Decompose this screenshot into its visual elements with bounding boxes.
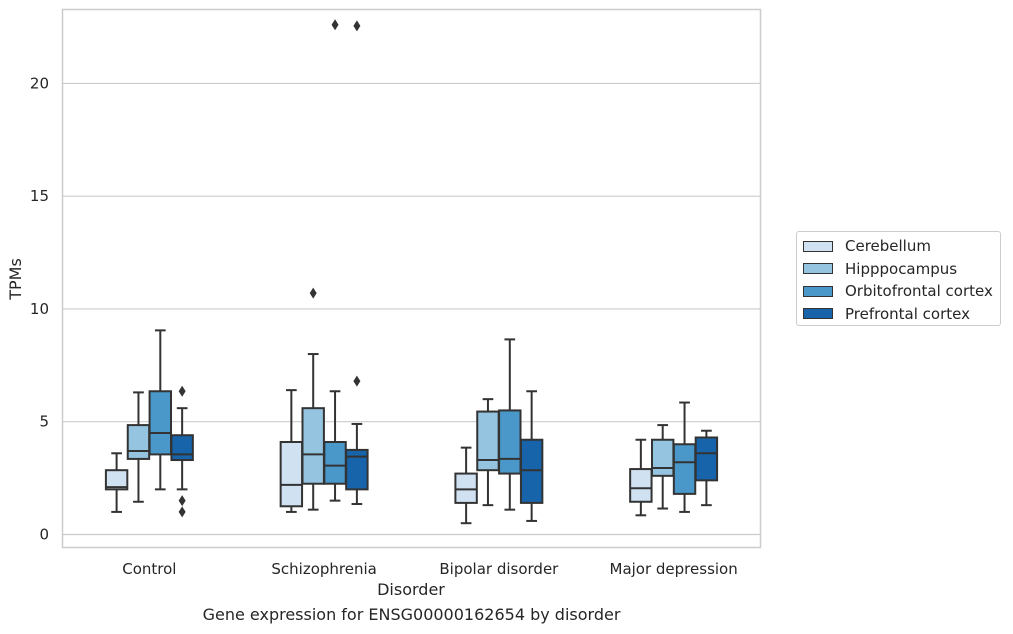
x-tick-label: Major depression bbox=[610, 560, 738, 578]
box-iqr bbox=[323, 441, 347, 485]
gridlines bbox=[62, 82, 761, 536]
outlier-marker bbox=[178, 506, 186, 518]
box-cerebellum bbox=[279, 389, 304, 513]
box-prefrontal-cortex bbox=[519, 390, 544, 522]
box-cerebellum bbox=[629, 438, 653, 517]
x-tick-label: Control bbox=[122, 560, 176, 578]
box-iqr bbox=[301, 407, 325, 485]
y-tick-label: 10 bbox=[30, 300, 49, 318]
y-tick-label: 5 bbox=[39, 413, 49, 431]
box-iqr bbox=[519, 438, 544, 504]
legend-label: Orbitofrontal cortex bbox=[845, 282, 993, 301]
box-hipppocampus bbox=[650, 424, 675, 510]
legend: Cerebellum Hipppocampus Orbitofrontal cort… bbox=[796, 231, 1001, 326]
box-orbitofrontal-cortex bbox=[672, 401, 697, 513]
outlier-marker bbox=[309, 287, 317, 299]
box-prefrontal-cortex bbox=[694, 429, 719, 507]
box-iqr bbox=[126, 424, 151, 460]
box-iqr bbox=[650, 438, 675, 477]
box-iqr bbox=[476, 410, 500, 472]
legend-swatch bbox=[803, 263, 833, 275]
y-tick-label: 15 bbox=[30, 187, 49, 205]
box-iqr bbox=[454, 472, 478, 504]
legend-item: Cerebellum bbox=[803, 235, 1000, 258]
box-orbitofrontal-cortex bbox=[148, 329, 173, 491]
box-iqr bbox=[694, 436, 719, 482]
box-prefrontal-cortex bbox=[170, 385, 194, 518]
box-prefrontal-cortex bbox=[345, 20, 369, 506]
outlier-marker bbox=[353, 375, 361, 387]
legend-swatch bbox=[803, 308, 833, 320]
chart-caption: Gene expression for ENSG00000162654 by d… bbox=[202, 605, 621, 624]
outlier-marker bbox=[178, 385, 186, 397]
box-hipppocampus bbox=[476, 398, 500, 507]
legend-item: Hipppocampus bbox=[803, 258, 1000, 281]
y-tick-label: 20 bbox=[30, 74, 49, 92]
x-tick-labels: Control Schizophrenia Bipolar disorder Majo… bbox=[122, 560, 737, 578]
box-iqr bbox=[672, 443, 697, 495]
boxes bbox=[104, 19, 719, 525]
legend-swatch bbox=[803, 240, 833, 252]
plot-frame bbox=[61, 8, 762, 549]
box-iqr bbox=[345, 448, 369, 491]
box-hipppocampus bbox=[126, 391, 151, 503]
box-orbitofrontal-cortex bbox=[498, 338, 522, 511]
box-iqr bbox=[148, 390, 173, 456]
y-axis-label: TPMs bbox=[6, 258, 25, 301]
outlier-marker bbox=[178, 495, 186, 507]
box-iqr bbox=[279, 441, 304, 508]
box-hipppocampus bbox=[301, 287, 325, 511]
box-iqr bbox=[104, 469, 129, 491]
y-tick-label: 0 bbox=[39, 525, 49, 543]
outlier-marker bbox=[331, 19, 339, 31]
box-cerebellum bbox=[104, 452, 129, 513]
legend-item: Prefrontal cortex bbox=[803, 303, 1000, 326]
y-tick-labels: 0 5 10 15 20 bbox=[30, 74, 49, 543]
box-orbitofrontal-cortex bbox=[323, 19, 347, 502]
legend-label: Prefrontal cortex bbox=[845, 304, 970, 323]
box-iqr bbox=[170, 434, 194, 462]
box-cerebellum bbox=[454, 446, 478, 525]
x-tick-label: Schizophrenia bbox=[271, 560, 376, 578]
legend-label: Hipppocampus bbox=[845, 259, 958, 278]
legend-label: Cerebellum bbox=[845, 237, 931, 256]
legend-item: Orbitofrontal cortex bbox=[803, 280, 1000, 303]
box-iqr bbox=[498, 409, 522, 475]
x-tick-label: Bipolar disorder bbox=[439, 560, 559, 578]
x-axis-label: Disorder bbox=[377, 580, 445, 599]
legend-swatch bbox=[803, 285, 833, 297]
outlier-marker bbox=[353, 20, 361, 32]
box-iqr bbox=[629, 468, 653, 503]
